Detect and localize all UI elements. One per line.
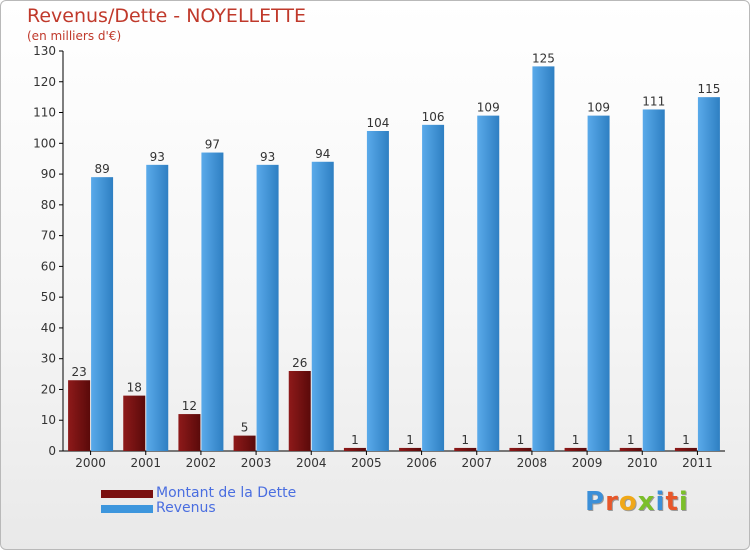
- y-tick-label: 70: [41, 229, 56, 243]
- bar-revenus: [256, 164, 279, 451]
- bar-revenus-value-label: 89: [94, 162, 109, 176]
- bar-revenus-value-label: 109: [587, 101, 610, 115]
- chart-title: Revenus/Dette - NOYELLETTE: [27, 5, 306, 27]
- value-labels: 23 89 18 93 12 97 5 93 26 94 1 104 1 106 1 109 1 125 1 109 1…: [71, 51, 720, 447]
- y-tick-label: 0: [48, 444, 56, 458]
- brand-letter: r: [605, 487, 619, 517]
- bar-revenus: [91, 177, 114, 451]
- bar-dette: [509, 447, 532, 451]
- bar-revenus-value-label: 115: [697, 82, 720, 96]
- y-tick-label: 60: [41, 259, 56, 273]
- bar-revenus: [642, 109, 665, 451]
- bar-dette: [674, 447, 697, 451]
- brand-letter: i: [678, 487, 689, 517]
- bar-revenus-value-label: 94: [315, 147, 330, 161]
- proxiti-logo: Proxiti: [585, 487, 689, 517]
- x-tick-label: 2009: [572, 456, 603, 470]
- legend-label-revenus: Revenus: [156, 500, 216, 516]
- bar-revenus-value-label: 109: [477, 101, 500, 115]
- legend-label-dette: Montant de la Dette: [156, 485, 297, 501]
- bar-dette: [399, 447, 422, 451]
- bar-dette-value-label: 1: [406, 433, 414, 447]
- x-tick-label: 2000: [75, 456, 106, 470]
- bar-dette: [233, 435, 256, 451]
- bar-revenus-value-label: 125: [532, 51, 555, 65]
- bar-dette: [343, 447, 366, 451]
- bar-revenus: [146, 164, 169, 451]
- x-tick-label: 2003: [241, 456, 272, 470]
- y-tick-label: 110: [33, 106, 56, 120]
- bar-revenus-value-label: 106: [422, 110, 445, 124]
- bars: [68, 66, 720, 452]
- bar-revenus: [311, 161, 334, 451]
- x-tick-label: 2008: [517, 456, 548, 470]
- y-tick-label: 50: [41, 290, 56, 304]
- brand-letter: i: [655, 487, 666, 517]
- y-tick-label: 100: [33, 136, 56, 150]
- bar-revenus-value-label: 104: [366, 116, 389, 130]
- x-tick-label: 2005: [351, 456, 382, 470]
- bar-revenus: [697, 97, 720, 452]
- bar-dette: [123, 395, 146, 451]
- bar-revenus-value-label: 97: [205, 138, 220, 152]
- bar-revenus-value-label: 93: [150, 150, 165, 164]
- bar-dette-value-label: 1: [682, 433, 690, 447]
- bar-revenus: [201, 152, 224, 452]
- y-tick-label: 20: [41, 382, 56, 396]
- y-tick-label: 10: [41, 413, 56, 427]
- brand-letter: P: [585, 487, 606, 517]
- y-axis: 0 10 20 30 40 50 60 70 80 90 100 110 120 130: [33, 44, 64, 458]
- bar-dette: [288, 371, 311, 451]
- bar-dette: [619, 447, 642, 451]
- y-tick-label: 40: [41, 321, 56, 335]
- brand-letter: o: [618, 487, 638, 517]
- bar-dette-value-label: 26: [292, 356, 307, 370]
- x-tick-label: 2007: [461, 456, 492, 470]
- bar-dette: [68, 380, 91, 451]
- bar-revenus: [366, 131, 389, 451]
- bar-dette: [564, 447, 587, 451]
- bar-revenus-value-label: 93: [260, 150, 275, 164]
- brand-letter: t: [665, 487, 679, 517]
- bar-dette: [454, 447, 477, 451]
- x-tick-label: 2001: [130, 456, 161, 470]
- y-tick-label: 80: [41, 198, 56, 212]
- y-tick-label: 130: [33, 44, 56, 58]
- chart-subtitle: (en milliers d'€): [27, 29, 122, 43]
- bar-dette-value-label: 1: [572, 433, 580, 447]
- bar-revenus: [477, 115, 500, 451]
- bar-dette-value-label: 1: [351, 433, 359, 447]
- bar-dette-value-label: 1: [627, 433, 635, 447]
- x-axis: 2000 2001 2002 2003 2004 2005 2006 2007 2008 2009…: [63, 450, 725, 470]
- legend-swatch-revenus: [101, 505, 153, 513]
- y-tick-label: 90: [41, 167, 56, 181]
- brand-letter: x: [637, 487, 656, 517]
- bar-dette-value-label: 23: [71, 365, 86, 379]
- y-tick-label: 30: [41, 352, 56, 366]
- x-tick-label: 2006: [406, 456, 437, 470]
- bar-dette: [178, 414, 201, 451]
- bar-revenus: [422, 124, 445, 451]
- legend-swatch-dette: [101, 490, 153, 498]
- bar-revenus-value-label: 111: [642, 94, 665, 108]
- x-tick-label: 2011: [682, 456, 713, 470]
- x-tick-label: 2010: [627, 456, 658, 470]
- bar-dette-value-label: 5: [241, 421, 249, 435]
- bar-dette-value-label: 1: [517, 433, 525, 447]
- bar-dette-value-label: 12: [182, 399, 197, 413]
- y-tick-label: 120: [33, 75, 56, 89]
- bar-revenus: [532, 66, 555, 451]
- x-tick-label: 2004: [296, 456, 327, 470]
- x-tick-label: 2002: [186, 456, 217, 470]
- bar-dette-value-label: 1: [461, 433, 469, 447]
- bar-dette-value-label: 18: [127, 381, 142, 395]
- bar-revenus: [587, 115, 610, 451]
